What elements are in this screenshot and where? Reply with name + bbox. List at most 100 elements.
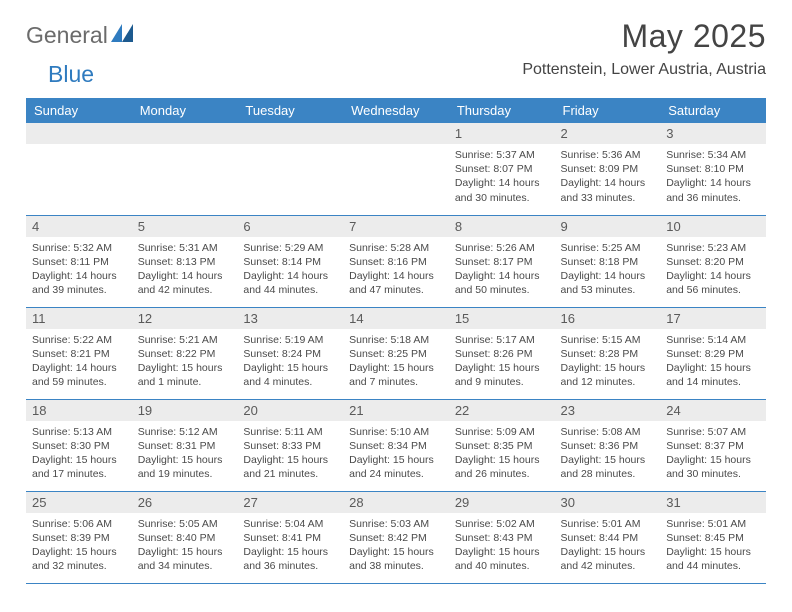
- day-number: 12: [132, 308, 238, 329]
- sunset-line: Sunset: 8:45 PM: [666, 531, 760, 545]
- daylight-line: Daylight: 15 hours and 28 minutes.: [561, 453, 655, 481]
- calendar-cell: [132, 123, 238, 215]
- sunset-line: Sunset: 8:31 PM: [138, 439, 232, 453]
- sunrise-line: Sunrise: 5:02 AM: [455, 517, 549, 531]
- calendar-row: 18Sunrise: 5:13 AMSunset: 8:30 PMDayligh…: [26, 399, 766, 491]
- sunrise-line: Sunrise: 5:13 AM: [32, 425, 126, 439]
- daylight-line: Daylight: 14 hours and 33 minutes.: [561, 176, 655, 204]
- sunrise-line: Sunrise: 5:12 AM: [138, 425, 232, 439]
- day-number: 8: [449, 216, 555, 237]
- sunrise-line: Sunrise: 5:03 AM: [349, 517, 443, 531]
- sunset-line: Sunset: 8:35 PM: [455, 439, 549, 453]
- daylight-line: Daylight: 15 hours and 19 minutes.: [138, 453, 232, 481]
- sunset-line: Sunset: 8:22 PM: [138, 347, 232, 361]
- day-number: 6: [237, 216, 343, 237]
- day-details: Sunrise: 5:05 AMSunset: 8:40 PMDaylight:…: [132, 513, 238, 580]
- sunset-line: Sunset: 8:10 PM: [666, 162, 760, 176]
- sunrise-line: Sunrise: 5:21 AM: [138, 333, 232, 347]
- daylight-line: Daylight: 15 hours and 14 minutes.: [666, 361, 760, 389]
- sunrise-line: Sunrise: 5:32 AM: [32, 241, 126, 255]
- day-details: Sunrise: 5:13 AMSunset: 8:30 PMDaylight:…: [26, 421, 132, 488]
- day-number: 21: [343, 400, 449, 421]
- day-details: Sunrise: 5:01 AMSunset: 8:45 PMDaylight:…: [660, 513, 766, 580]
- sunset-line: Sunset: 8:33 PM: [243, 439, 337, 453]
- day-number: 3: [660, 123, 766, 144]
- daylight-line: Daylight: 15 hours and 24 minutes.: [349, 453, 443, 481]
- sunrise-line: Sunrise: 5:36 AM: [561, 148, 655, 162]
- empty-day: [132, 123, 238, 144]
- calendar-cell: 2Sunrise: 5:36 AMSunset: 8:09 PMDaylight…: [555, 123, 661, 215]
- sunset-line: Sunset: 8:39 PM: [32, 531, 126, 545]
- daylight-line: Daylight: 15 hours and 38 minutes.: [349, 545, 443, 573]
- sunrise-line: Sunrise: 5:25 AM: [561, 241, 655, 255]
- daylight-line: Daylight: 15 hours and 32 minutes.: [32, 545, 126, 573]
- sunrise-line: Sunrise: 5:06 AM: [32, 517, 126, 531]
- calendar-table: SundayMondayTuesdayWednesdayThursdayFrid…: [26, 98, 766, 584]
- calendar-cell: 5Sunrise: 5:31 AMSunset: 8:13 PMDaylight…: [132, 215, 238, 307]
- sunrise-line: Sunrise: 5:29 AM: [243, 241, 337, 255]
- location-text: Pottenstein, Lower Austria, Austria: [522, 61, 766, 79]
- daylight-line: Daylight: 14 hours and 39 minutes.: [32, 269, 126, 297]
- logo: General: [26, 22, 135, 49]
- daylight-line: Daylight: 14 hours and 30 minutes.: [455, 176, 549, 204]
- calendar-cell: 19Sunrise: 5:12 AMSunset: 8:31 PMDayligh…: [132, 399, 238, 491]
- calendar-cell: 16Sunrise: 5:15 AMSunset: 8:28 PMDayligh…: [555, 307, 661, 399]
- sunset-line: Sunset: 8:09 PM: [561, 162, 655, 176]
- sunset-line: Sunset: 8:16 PM: [349, 255, 443, 269]
- sunrise-line: Sunrise: 5:01 AM: [561, 517, 655, 531]
- weekday-header: Thursday: [449, 98, 555, 123]
- sunrise-line: Sunrise: 5:11 AM: [243, 425, 337, 439]
- day-details: Sunrise: 5:26 AMSunset: 8:17 PMDaylight:…: [449, 237, 555, 304]
- logo-text-blue: Blue: [48, 61, 94, 88]
- calendar-cell: 7Sunrise: 5:28 AMSunset: 8:16 PMDaylight…: [343, 215, 449, 307]
- calendar-cell: 12Sunrise: 5:21 AMSunset: 8:22 PMDayligh…: [132, 307, 238, 399]
- calendar-cell: [237, 123, 343, 215]
- day-details: Sunrise: 5:25 AMSunset: 8:18 PMDaylight:…: [555, 237, 661, 304]
- day-details: Sunrise: 5:17 AMSunset: 8:26 PMDaylight:…: [449, 329, 555, 396]
- calendar-cell: 10Sunrise: 5:23 AMSunset: 8:20 PMDayligh…: [660, 215, 766, 307]
- day-details: Sunrise: 5:06 AMSunset: 8:39 PMDaylight:…: [26, 513, 132, 580]
- day-details: Sunrise: 5:34 AMSunset: 8:10 PMDaylight:…: [660, 144, 766, 211]
- calendar-cell: 15Sunrise: 5:17 AMSunset: 8:26 PMDayligh…: [449, 307, 555, 399]
- calendar-body: 1Sunrise: 5:37 AMSunset: 8:07 PMDaylight…: [26, 123, 766, 583]
- day-number: 25: [26, 492, 132, 513]
- day-details: Sunrise: 5:14 AMSunset: 8:29 PMDaylight:…: [660, 329, 766, 396]
- calendar-cell: 14Sunrise: 5:18 AMSunset: 8:25 PMDayligh…: [343, 307, 449, 399]
- daylight-line: Daylight: 14 hours and 53 minutes.: [561, 269, 655, 297]
- daylight-line: Daylight: 14 hours and 50 minutes.: [455, 269, 549, 297]
- day-number: 1: [449, 123, 555, 144]
- day-number: 5: [132, 216, 238, 237]
- sunset-line: Sunset: 8:18 PM: [561, 255, 655, 269]
- calendar-cell: 18Sunrise: 5:13 AMSunset: 8:30 PMDayligh…: [26, 399, 132, 491]
- day-number: 22: [449, 400, 555, 421]
- calendar-cell: 8Sunrise: 5:26 AMSunset: 8:17 PMDaylight…: [449, 215, 555, 307]
- sunrise-line: Sunrise: 5:18 AM: [349, 333, 443, 347]
- sunset-line: Sunset: 8:29 PM: [666, 347, 760, 361]
- logo-text-general: General: [26, 22, 108, 49]
- calendar-cell: 28Sunrise: 5:03 AMSunset: 8:42 PMDayligh…: [343, 491, 449, 583]
- sunrise-line: Sunrise: 5:22 AM: [32, 333, 126, 347]
- sunrise-line: Sunrise: 5:28 AM: [349, 241, 443, 255]
- daylight-line: Daylight: 15 hours and 1 minute.: [138, 361, 232, 389]
- calendar-row: 11Sunrise: 5:22 AMSunset: 8:21 PMDayligh…: [26, 307, 766, 399]
- daylight-line: Daylight: 14 hours and 36 minutes.: [666, 176, 760, 204]
- calendar-row: 4Sunrise: 5:32 AMSunset: 8:11 PMDaylight…: [26, 215, 766, 307]
- sunrise-line: Sunrise: 5:37 AM: [455, 148, 549, 162]
- daylight-line: Daylight: 14 hours and 56 minutes.: [666, 269, 760, 297]
- sunrise-line: Sunrise: 5:05 AM: [138, 517, 232, 531]
- calendar-cell: 6Sunrise: 5:29 AMSunset: 8:14 PMDaylight…: [237, 215, 343, 307]
- empty-day: [26, 123, 132, 144]
- sunset-line: Sunset: 8:11 PM: [32, 255, 126, 269]
- day-details: Sunrise: 5:21 AMSunset: 8:22 PMDaylight:…: [132, 329, 238, 396]
- day-number: 27: [237, 492, 343, 513]
- day-details: Sunrise: 5:07 AMSunset: 8:37 PMDaylight:…: [660, 421, 766, 488]
- day-details: Sunrise: 5:03 AMSunset: 8:42 PMDaylight:…: [343, 513, 449, 580]
- day-details: Sunrise: 5:32 AMSunset: 8:11 PMDaylight:…: [26, 237, 132, 304]
- day-number: 4: [26, 216, 132, 237]
- sunset-line: Sunset: 8:13 PM: [138, 255, 232, 269]
- day-number: 26: [132, 492, 238, 513]
- daylight-line: Daylight: 15 hours and 21 minutes.: [243, 453, 337, 481]
- daylight-line: Daylight: 15 hours and 4 minutes.: [243, 361, 337, 389]
- calendar-cell: [343, 123, 449, 215]
- daylight-line: Daylight: 15 hours and 42 minutes.: [561, 545, 655, 573]
